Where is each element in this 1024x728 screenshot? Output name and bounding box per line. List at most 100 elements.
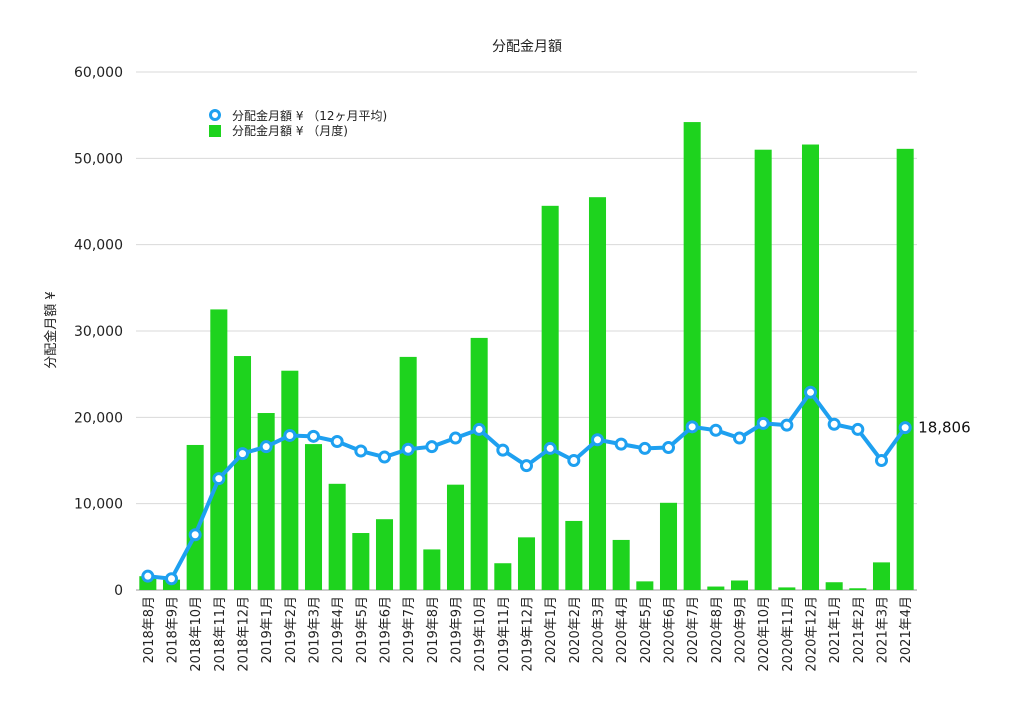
line-point xyxy=(472,422,486,436)
x-tick-label: 2020年5月 xyxy=(639,596,654,663)
line-point xyxy=(259,440,273,454)
x-tick-label: 2020年11月 xyxy=(781,596,796,672)
legend-marker-line xyxy=(209,109,221,121)
y-axis-ticks: 0 10,000 20,000 30,000 40,000 50,000 60,000 xyxy=(74,65,123,599)
bar xyxy=(754,149,772,590)
x-tick-label: 2019年9月 xyxy=(450,596,465,663)
line-point xyxy=(709,423,723,437)
bar xyxy=(565,520,583,590)
legend-label-line: 分配金月額 ¥ （12ヶ月平均) xyxy=(232,108,387,123)
x-tick-label: 2018年12月 xyxy=(237,596,252,672)
bar xyxy=(352,533,370,590)
line-point xyxy=(307,429,320,443)
line-series xyxy=(141,385,912,586)
x-tick-label: 2018年10月 xyxy=(189,596,204,672)
x-tick-label: 2020年2月 xyxy=(568,596,583,663)
x-tick-label: 2020年7月 xyxy=(686,596,701,663)
line-point xyxy=(685,420,699,434)
x-tick-label: 2021年3月 xyxy=(876,596,891,663)
bar xyxy=(257,413,275,590)
bar xyxy=(896,148,914,590)
line-point xyxy=(236,447,249,461)
line-point xyxy=(543,441,557,455)
line-point xyxy=(378,450,391,464)
x-tick-label: 2021年2月 xyxy=(852,596,867,663)
x-axis-ticks: 2018年8月 2018年9月 2018年10月 2018年11月 2018年12月 20… xyxy=(142,596,914,672)
line-point xyxy=(804,385,817,399)
x-tick-label: 2019年7月 xyxy=(402,596,417,663)
x-tick-label: 2019年12月 xyxy=(521,596,536,672)
line-point xyxy=(354,444,368,458)
bar xyxy=(304,444,323,590)
bar xyxy=(233,356,252,590)
legend: 分配金月額 ¥ （12ヶ月平均) 分配金月額 ¥ （月度) xyxy=(209,108,387,138)
bar xyxy=(849,588,867,590)
x-tick-label: 2020年10月 xyxy=(757,596,772,672)
y-tick-label: 40,000 xyxy=(74,238,123,254)
x-tick-label: 2019年4月 xyxy=(331,596,346,663)
x-tick-label: 2020年4月 xyxy=(615,596,630,663)
line-point xyxy=(165,572,178,586)
x-tick-label: 2020年12月 xyxy=(805,596,820,672)
bar xyxy=(588,197,607,590)
line-point xyxy=(614,437,628,451)
bar xyxy=(636,581,654,590)
bar xyxy=(423,549,441,590)
bar xyxy=(612,539,630,590)
line-point xyxy=(827,417,841,431)
line-point xyxy=(212,472,226,486)
end-value-label: 18,806 xyxy=(918,419,971,437)
y-tick-label: 0 xyxy=(114,583,123,599)
y-tick-label: 20,000 xyxy=(74,410,123,426)
x-tick-label: 2018年9月 xyxy=(166,596,181,663)
x-tick-label: 2021年1月 xyxy=(828,596,843,663)
bar xyxy=(683,122,701,590)
x-tick-label: 2018年8月 xyxy=(142,596,157,663)
bar xyxy=(707,586,725,590)
x-tick-label: 2021年4月 xyxy=(899,596,914,663)
bar xyxy=(825,582,843,590)
bar xyxy=(328,483,346,590)
bar xyxy=(801,144,820,590)
line-point xyxy=(875,454,888,467)
x-tick-label: 2019年10月 xyxy=(473,596,488,672)
bar xyxy=(659,502,678,590)
x-tick-label: 2020年6月 xyxy=(663,596,678,663)
grid-lines xyxy=(136,71,917,591)
bar xyxy=(470,337,488,590)
line-point xyxy=(449,431,462,445)
x-tick-label: 2020年3月 xyxy=(592,596,607,663)
line-point xyxy=(898,421,912,435)
line-point xyxy=(425,440,439,454)
line-point xyxy=(733,431,746,445)
bar xyxy=(730,580,749,590)
x-tick-label: 2019年2月 xyxy=(284,596,299,663)
y-tick-label: 50,000 xyxy=(74,151,123,167)
x-tick-label: 2019年3月 xyxy=(308,596,323,663)
y-tick-label: 10,000 xyxy=(74,497,123,513)
line-point xyxy=(567,454,581,467)
y-tick-label: 60,000 xyxy=(74,65,123,81)
x-tick-label: 2020年9月 xyxy=(734,596,749,663)
x-tick-label: 2019年1月 xyxy=(260,596,275,663)
bar xyxy=(517,537,536,590)
legend-marker-bar xyxy=(209,125,221,137)
bar xyxy=(541,205,559,591)
line-point xyxy=(638,441,652,455)
line-point xyxy=(330,435,344,449)
x-tick-label: 2020年1月 xyxy=(544,596,559,663)
bar xyxy=(281,370,299,590)
bar xyxy=(446,484,465,590)
bar xyxy=(210,309,228,590)
line-point xyxy=(591,433,604,447)
bar xyxy=(375,519,394,590)
line-point xyxy=(756,416,770,430)
x-tick-label: 2019年6月 xyxy=(379,596,394,663)
y-axis-label: 分配金月額 ¥ xyxy=(43,291,59,368)
bar-series xyxy=(139,122,914,591)
line-point xyxy=(283,428,297,442)
y-tick-label: 30,000 xyxy=(74,324,123,340)
x-tick-label: 2020年8月 xyxy=(710,596,725,663)
chart-title: 分配金月額 xyxy=(492,39,562,55)
bar xyxy=(186,444,204,590)
